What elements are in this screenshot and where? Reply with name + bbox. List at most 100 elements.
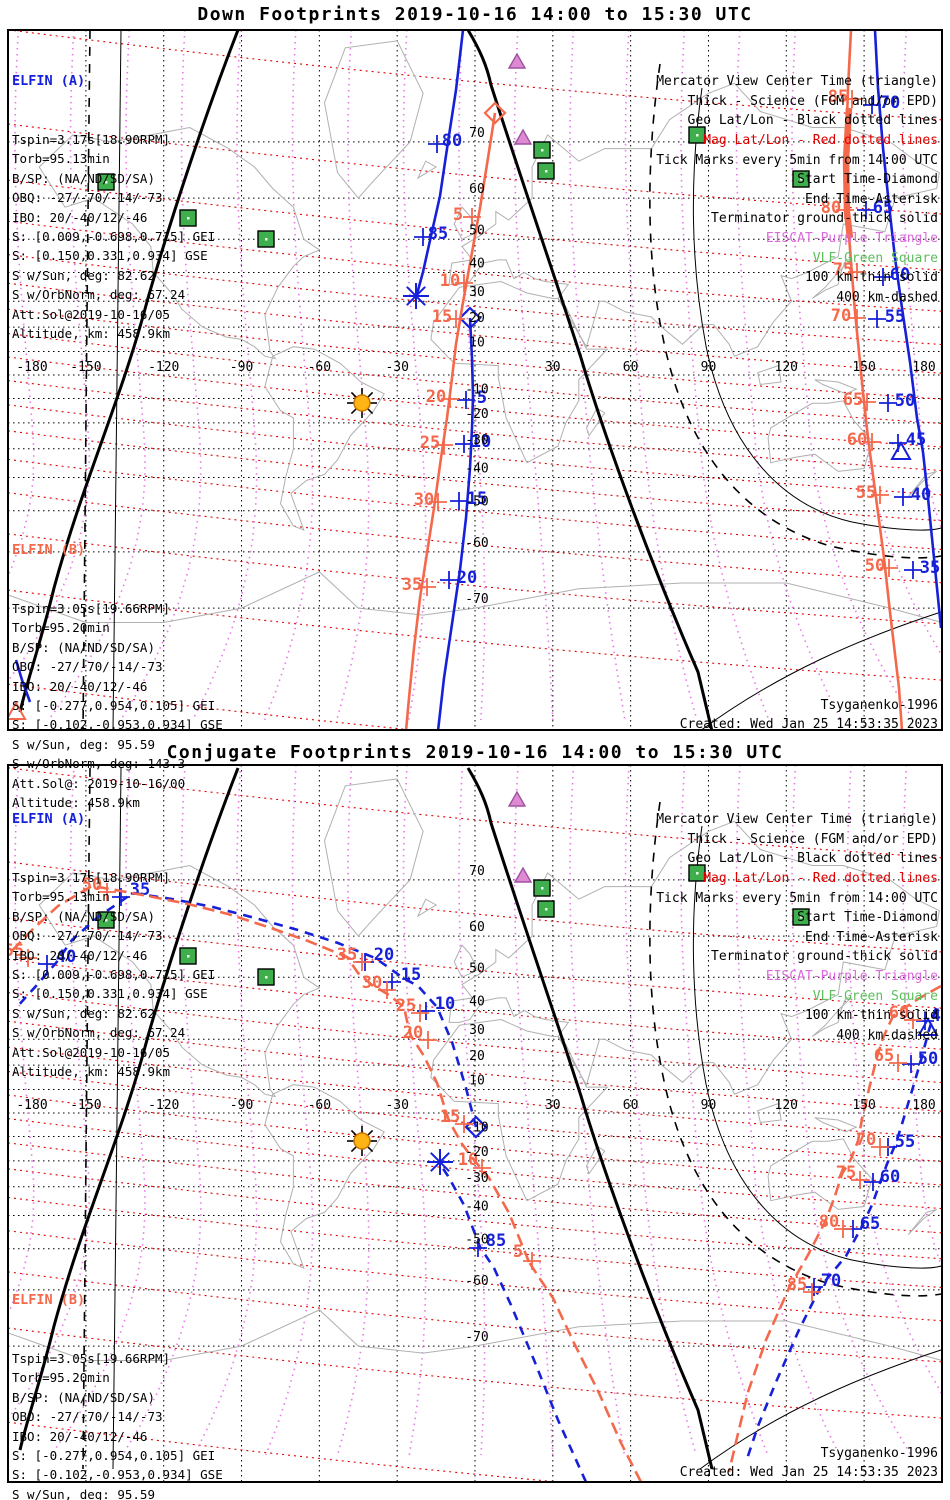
mag-lon-line: [513, 765, 554, 1456]
start-diamond-marker: [483, 101, 507, 125]
info-line: Altitude, km: 458.9km: [12, 1064, 171, 1080]
time-tick: 35: [337, 945, 371, 971]
vlf-square: [537, 162, 555, 180]
info-line: Altitude: 458.9km: [12, 795, 140, 811]
vlf-square-dot: [545, 908, 548, 911]
info-line: S: [0.009,-0.698,0.715] GEI: [12, 229, 216, 245]
time-tick: 30: [414, 490, 447, 511]
terminator-400km-dashed: [82, 767, 91, 1470]
panel-border: [7, 29, 943, 731]
trajectory-elfin-a-segment: [436, 317, 475, 730]
lon-axis-label: 60: [623, 1098, 639, 1113]
lon-axis-label: 90: [701, 1098, 717, 1113]
legend-line: Mercator View Center Time (triangle): [656, 74, 938, 90]
lon-axis-label: 120: [775, 1098, 798, 1113]
time-tick: 45: [889, 430, 926, 452]
lon-axis-label: 150: [852, 360, 875, 375]
vlf-square: [688, 126, 706, 144]
time-tick-label: 40: [56, 947, 76, 967]
lon-axis-label: -60: [308, 360, 331, 375]
antarctica-coastline: [8, 571, 942, 623]
terminator-100km-thin: [112, 30, 122, 730]
start-diamond-marker: [458, 306, 482, 330]
coastline: [811, 259, 853, 299]
lat-axis-label: 10: [469, 335, 485, 350]
time-tick: 70: [856, 1130, 889, 1156]
mag-lat-line: [8, 253, 942, 346]
sun-disc: [353, 394, 371, 412]
mag-lon-line: [50, 765, 146, 1456]
lon-axis-label: 120: [775, 360, 798, 375]
time-tick: 65: [874, 1046, 907, 1072]
legend-line: 400 km-dashed: [836, 1027, 938, 1043]
legend-line: 400 km-dashed: [836, 289, 938, 305]
time-tick-label: 70: [821, 1271, 841, 1291]
lon-axis-label: 150: [852, 1098, 875, 1113]
legend-line: Mag Lat/Lon - Red dotted lines: [703, 132, 938, 148]
time-tick-label: 55: [4, 941, 24, 961]
time-tick-label: 50: [918, 1049, 938, 1069]
mag-lon-line: [335, 30, 370, 721]
time-tick-label: 45: [931, 1006, 950, 1026]
mag-lat-line: [8, 767, 942, 859]
legend-line: EISCAT-Purple Triangle: [765, 230, 938, 246]
lon-axis-label: -90: [230, 360, 253, 375]
time-tick-label: 20: [426, 387, 446, 407]
time-tick-label: 50: [895, 391, 915, 411]
mag-lat-line: [8, 958, 942, 1050]
time-tick: 5: [513, 1242, 541, 1270]
lat-axis-label: -30: [465, 1171, 488, 1186]
mag-lat-line: [8, 123, 942, 215]
info-line: S: [0.150,0.331,0.934] GSE: [12, 248, 208, 264]
time-tick: 50: [902, 1049, 938, 1073]
mag-lat-line: [8, 332, 942, 424]
time-tick: 85: [469, 1231, 506, 1257]
mag-lon-line: [735, 30, 842, 721]
time-tick-label: 15: [432, 307, 452, 327]
time-tick: 85: [828, 87, 861, 108]
time-tick: 50: [879, 391, 915, 412]
vlf-square: [792, 170, 810, 188]
lat-axis-label: 20: [469, 1049, 485, 1064]
mag-lat-line: [8, 1094, 942, 1186]
time-tick: 15: [432, 307, 465, 328]
panel1-elfin-b-info: ELFIN (B) Tspin=3.05s[19.66RPM] Torb=95.2…: [12, 502, 223, 851]
coastline: [430, 280, 609, 464]
vlf-square-dot: [187, 217, 190, 220]
info-line: OBQ: -27/-70/-14/-73: [12, 928, 163, 944]
center-time-triangle-marker: [917, 1016, 939, 1036]
lat-axis-label: 60: [469, 182, 485, 197]
info-line: S: [0.150,0.331,0.934] GSE: [12, 986, 208, 1002]
info-line: Att.Sol@2019-10-16/05: [12, 306, 171, 322]
created-timestamp: Created: Wed Jan 25 14:53:35 2023: [679, 716, 938, 732]
time-tick-label: 35: [130, 880, 150, 900]
mag-lat-line: [8, 220, 942, 312]
time-tick: 45: [916, 1006, 950, 1030]
legend-line: VLF-Green Square: [812, 250, 938, 266]
time-tick: 25: [396, 996, 429, 1022]
time-tick-label: 30: [414, 490, 434, 510]
info-line: S w/Sun, deg: 95.59: [12, 736, 155, 752]
info-line: OBQ: -27/-70/-14/-73: [12, 190, 163, 206]
trajectory-elfin-a-segment: [15, 891, 478, 1128]
vlf-square: [97, 911, 115, 929]
time-tick-label: 10: [471, 432, 491, 452]
elfin-a-header: ELFIN (A): [12, 810, 86, 827]
lat-axis-label: -20: [465, 1145, 488, 1160]
geo-grid: [8, 30, 942, 730]
lat-axis-label: 40: [469, 257, 485, 272]
time-tick-label: 85: [428, 224, 448, 244]
mag-lon-line: [458, 765, 486, 1456]
info-line: Att.Sol@2019-10-16/05: [12, 1044, 171, 1060]
time-tick-label: 30: [362, 973, 382, 993]
time-tick: 5: [453, 205, 481, 226]
time-tick: 15: [450, 489, 487, 510]
time-tick: 15: [440, 1107, 473, 1133]
lon-axis-label: -180: [16, 360, 47, 375]
coastline: [323, 778, 424, 937]
legend-line: Thick - Science (FGM and/or EPD): [687, 831, 938, 847]
lon-axis-label: -90: [230, 1098, 253, 1113]
coastline: [814, 379, 858, 395]
mag-lat-line: [8, 1196, 942, 1289]
coastline: [767, 1138, 873, 1210]
